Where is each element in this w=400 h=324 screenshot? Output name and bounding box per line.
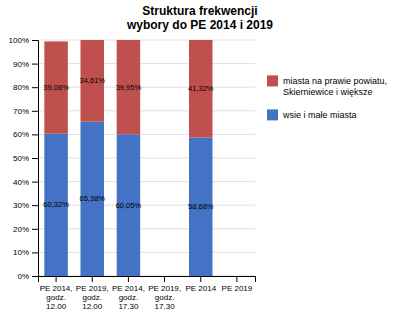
chart: Struktura frekwencjiwybory do PE 2014 i … xyxy=(0,0,400,324)
legend-item: miasta na prawie powiatu,Skierniewice i … xyxy=(267,75,387,97)
y-tick: 50% xyxy=(13,154,38,163)
y-tick: 60% xyxy=(13,130,38,139)
bar xyxy=(225,276,249,277)
y-tick: 70% xyxy=(13,107,38,116)
legend-label: miasta na prawie powiatu,Skierniewice i … xyxy=(283,76,387,97)
y-axis-line xyxy=(32,41,39,277)
y-tick: 30% xyxy=(13,201,38,210)
grid-line xyxy=(38,134,255,135)
x-tick: PE 2014 xyxy=(185,276,216,293)
x-tick-mark xyxy=(128,276,129,282)
bars xyxy=(44,40,212,276)
grid-line xyxy=(38,63,255,64)
y-tick-mark xyxy=(32,229,38,230)
y-tick-mark xyxy=(32,134,38,135)
data-label: 60,32% xyxy=(43,200,69,209)
y-tick-label: 10% xyxy=(13,248,29,257)
x-tick-label: PE 2014,godz.12.00 xyxy=(40,284,73,311)
legend-swatch xyxy=(267,109,278,120)
x-tick-label: PE 2019,godz.12.00 xyxy=(76,284,109,311)
grid xyxy=(38,40,255,276)
y-tick-label: 20% xyxy=(13,225,29,234)
data-labels: 60,32% 65,38% 60,05% 58,68% 39,08% 34,61% 39,9… xyxy=(43,76,213,211)
y-tick-label: 90% xyxy=(13,60,29,69)
grid-line xyxy=(38,205,255,206)
y-tick-mark xyxy=(32,182,38,183)
y-tick-mark xyxy=(32,276,38,277)
grid-line xyxy=(38,181,255,182)
x-tick: PE 2014,godz.17.30 xyxy=(112,276,145,311)
title: Struktura frekwencjiwybory do PE 2014 i … xyxy=(126,4,273,32)
legend-label: wsie i małe miasta xyxy=(282,110,357,120)
x-axis: PE 2014,godz.12.00PE 2019,godz.12.00PE 2… xyxy=(39,276,256,311)
bar-series xyxy=(44,122,212,276)
y-tick: 10% xyxy=(13,248,38,257)
y-tick-label: 70% xyxy=(13,107,29,116)
y-tick-label: 0% xyxy=(17,272,29,281)
x-axis-line xyxy=(39,277,256,283)
grid-line xyxy=(38,158,255,159)
y-tick: 20% xyxy=(13,225,38,234)
data-label: 34,61% xyxy=(80,76,106,85)
x-tick: PE 2014,godz.12.00 xyxy=(40,276,73,311)
grid-line xyxy=(38,87,255,88)
bar xyxy=(153,276,177,277)
x-tick: PE 2019,godz.12.00 xyxy=(76,276,109,311)
x-tick-mark xyxy=(200,276,201,282)
data-label: 39,95% xyxy=(116,83,142,92)
x-tick: PE 2019 xyxy=(222,276,253,293)
y-tick-mark xyxy=(32,64,38,65)
y-tick-mark xyxy=(32,252,38,253)
x-tick-mark xyxy=(236,276,237,282)
bar xyxy=(225,276,249,277)
y-tick: 0% xyxy=(17,272,38,281)
y-tick-mark xyxy=(32,158,38,159)
x-tick-mark xyxy=(56,276,57,282)
x-tick-label: PE 2014,godz.17.30 xyxy=(112,284,145,311)
y-tick-label: 60% xyxy=(13,130,29,139)
data-label: 39,08% xyxy=(43,83,69,92)
y-tick-label: 30% xyxy=(13,201,29,210)
data-label: 41,32% xyxy=(188,84,214,93)
grid-line xyxy=(38,110,255,111)
grid-line xyxy=(38,228,255,229)
x-tick-mark xyxy=(92,276,93,282)
legend-item: wsie i małe miasta xyxy=(267,109,357,120)
x-tick-mark xyxy=(164,276,165,282)
legend: miasta na prawie powiatu,Skierniewice i … xyxy=(267,75,387,120)
y-tick-mark xyxy=(32,111,38,112)
y-tick-label: 40% xyxy=(13,178,29,187)
legend-swatch xyxy=(267,75,278,86)
x-tick: PE 2019,godz.17.30 xyxy=(148,276,181,311)
grid-line xyxy=(38,252,255,253)
data-label: 60,05% xyxy=(116,201,142,210)
y-tick-label: 80% xyxy=(13,83,29,92)
plot: 60,32% 65,38% 60,05% 58,68% 39,08% 34,61% 39,9… xyxy=(9,36,256,311)
y-tick-label: 50% xyxy=(13,154,29,163)
bar xyxy=(153,276,177,277)
grid-line xyxy=(38,40,255,41)
y-tick: 80% xyxy=(13,83,38,92)
x-tick-label: PE 2014 xyxy=(185,284,216,293)
y-tick-label: 100% xyxy=(9,36,29,45)
y-tick-mark xyxy=(32,87,38,88)
y-tick: 40% xyxy=(13,178,38,187)
x-tick-label: PE 2019,godz.17.30 xyxy=(148,284,181,311)
y-tick-mark xyxy=(32,205,38,206)
y-tick: 90% xyxy=(13,60,38,69)
x-tick-label: PE 2019 xyxy=(222,284,253,293)
y-axis: 0% 10% 20% 30% 40% 50% 60% 70% 80% 90% 100% xyxy=(9,36,39,281)
y-tick: 100% xyxy=(9,36,38,45)
data-label: 65,38% xyxy=(80,194,106,203)
data-label: 58,68% xyxy=(188,202,214,211)
y-tick-mark xyxy=(32,40,38,41)
